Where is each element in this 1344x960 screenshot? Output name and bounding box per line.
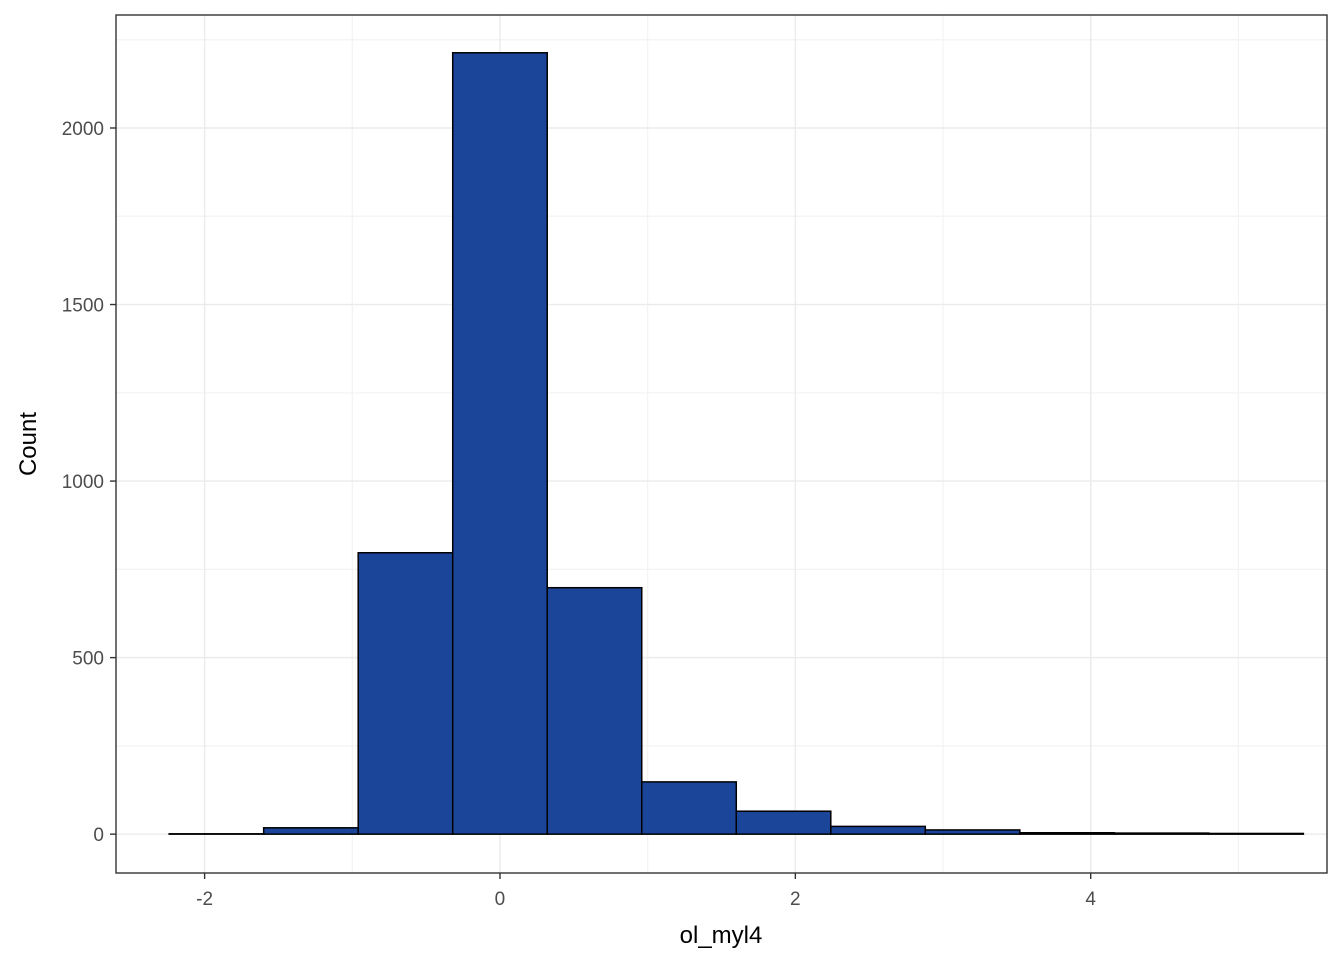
y-tick-label: 0 [93, 825, 104, 846]
x-tick-label: 0 [495, 889, 506, 910]
x-tick-label: -2 [196, 889, 213, 910]
y-tick-label: 500 [72, 649, 104, 670]
y-tick-label: 2000 [62, 119, 104, 140]
x-tick-label: 2 [790, 889, 801, 910]
y-tick-label: 1000 [62, 472, 104, 493]
y-axis-title: Count [15, 412, 42, 476]
histogram-bar [735, 810, 832, 835]
histogram-bars [168, 52, 1305, 835]
histogram-bar [830, 825, 927, 835]
histogram-bar [357, 552, 454, 835]
histogram-bar [1113, 832, 1210, 835]
minor-gridlines [116, 15, 1327, 873]
panel-border [115, 14, 1328, 874]
x-axis-title: ol_myl4 [680, 922, 763, 949]
y-axis-ticks: 0 500 1000 1500 2000 [62, 119, 116, 846]
x-axis-ticks: -2 0 2 4 [196, 873, 1096, 910]
histogram-bar [546, 586, 643, 835]
histogram-bar [641, 781, 738, 835]
histogram-bar [1208, 832, 1305, 835]
histogram-bar [451, 52, 548, 835]
panel-background [116, 15, 1327, 873]
histogram-bar [1019, 831, 1116, 835]
y-tick-label: 1500 [62, 296, 104, 317]
histogram-bar [924, 829, 1021, 835]
x-tick-label: 4 [1085, 889, 1096, 910]
histogram-bar [262, 827, 359, 835]
